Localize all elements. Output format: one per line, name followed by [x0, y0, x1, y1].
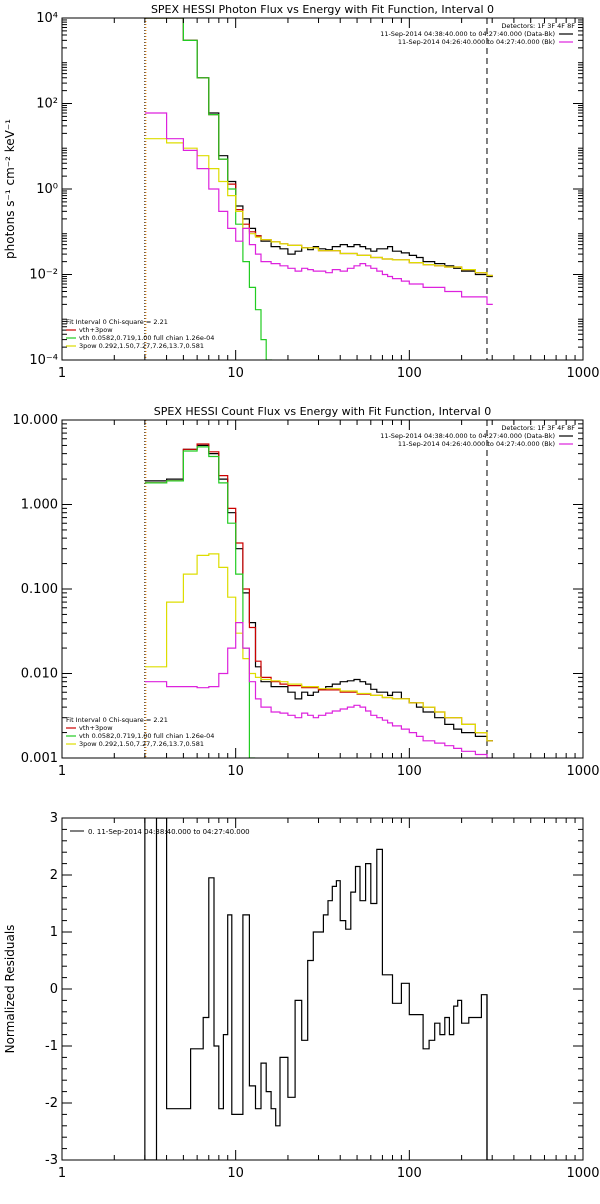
y-tick-label: 0.010: [21, 667, 58, 682]
series-4: [144, 138, 493, 277]
series-5: [144, 112, 493, 305]
y-tick-label: -3: [45, 1153, 58, 1168]
chart-title: SPEX HESSI Count Flux vs Energy with Fit…: [154, 405, 491, 418]
y-tick-label: 3: [50, 811, 58, 826]
legend-bottom-entry: Fit Interval 0 Chi-square = 2.21: [66, 318, 168, 326]
y-tick-label: 10⁴: [36, 11, 58, 26]
x-tick-label: 1: [58, 764, 66, 779]
x-tick-label: 1: [58, 366, 66, 381]
x-tick-label: 1: [58, 1166, 66, 1181]
x-tick-label: 1000: [566, 1166, 599, 1181]
legend-bottom-entry: 3pow 0.292,1.50,7.27,7.26,13.7,0.581: [79, 342, 204, 350]
legend-top-entry: 0. 11-Sep-2014 04:38:40.000 to 04:27:40.…: [88, 828, 250, 836]
x-tick-label: 100: [397, 366, 422, 381]
x-tick-label: 10: [227, 1166, 244, 1181]
x-tick-label: 10: [227, 764, 244, 779]
chart-3: 1 10 100 1000 -3 -2 -1 0 1 2 3 Normalized Residuals…: [3, 811, 600, 1181]
chart-title: SPEX HESSI Photon Flux vs Energy with Fi…: [151, 3, 494, 16]
legend-bottom-entry: Fit Interval 0 Chi-square = 2.21: [66, 716, 168, 724]
y-tick-label: -2: [45, 1096, 58, 1111]
y-axis-label: Normalized Residuals: [3, 925, 17, 1054]
series-3: [144, 18, 273, 360]
series-1: [144, 818, 493, 1160]
legend-bottom-entry: vth 0.0582,0.719,1.00 full chian 1.26e-0…: [79, 732, 214, 740]
y-tick-label: 1: [50, 925, 58, 940]
legend-top-entry: Detectors: 1F 3F 4F 8F: [501, 22, 575, 30]
y-tick-label: 10²: [36, 97, 58, 112]
y-tick-label: 0: [50, 982, 58, 997]
y-tick-label: 10⁻²: [29, 268, 58, 283]
legend-top-entry: Detectors: 1F 3F 4F 8F: [501, 424, 575, 432]
legend-bottom-entry: vth+3pow: [79, 724, 113, 732]
legend-top-entry: 11-Sep-2014 04:38:40.000 to 04:27:40.000…: [380, 30, 555, 38]
x-tick-label: 10: [227, 366, 244, 381]
y-tick-label: 2: [50, 868, 58, 883]
y-tick-label: 0.100: [21, 582, 58, 597]
legend-bottom-entry: vth 0.0582,0.719,1.00 full chian 1.26e-0…: [79, 334, 214, 342]
series-1: [144, 18, 493, 278]
x-tick-label: 100: [397, 764, 422, 779]
legend-top-entry: 11-Sep-2014 04:26:40.000 to 04:27:40.000…: [398, 440, 555, 448]
y-axis-label: photons s⁻¹ cm⁻² keV⁻¹: [3, 119, 17, 259]
legend-top-entry: 11-Sep-2014 04:38:40.000 to 04:27:40.000…: [380, 432, 555, 440]
legend-bottom-entry: 3pow 0.292,1.50,7.27,7.26,13.7,0.581: [79, 740, 204, 748]
y-tick-label: 10⁰: [36, 182, 58, 197]
series-4: [144, 553, 493, 742]
chart-1: SPEX HESSI Photon Flux vs Energy with Fi…: [3, 3, 600, 381]
y-tick-label: 1.000: [21, 498, 58, 513]
legend-bottom-entry: vth+3pow: [79, 326, 113, 334]
x-tick-label: 1000: [566, 764, 599, 779]
y-tick-label: 10.000: [13, 413, 59, 428]
y-tick-label: -1: [45, 1039, 58, 1054]
chart-2: SPEX HESSI Count Flux vs Energy with Fit…: [13, 405, 600, 779]
x-tick-label: 1000: [566, 366, 599, 381]
x-tick-label: 100: [397, 1166, 422, 1181]
y-tick-label: 0.001: [21, 751, 58, 766]
y-tick-label: 10⁻⁴: [29, 353, 58, 368]
legend-top-entry: 11-Sep-2014 04:26:40.000 to 04:27:40.000…: [398, 38, 555, 46]
series-5: [144, 622, 493, 758]
